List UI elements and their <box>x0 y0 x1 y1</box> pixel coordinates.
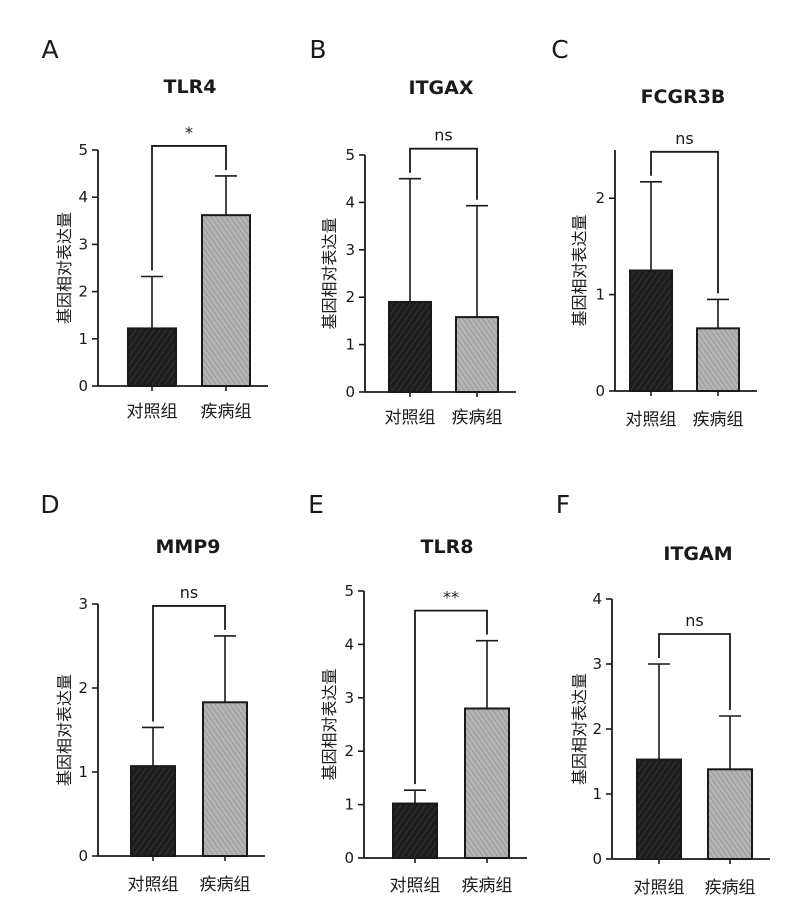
chart-title: ITGAX <box>409 77 474 99</box>
y-tick-label: 4 <box>592 590 602 608</box>
bar-control <box>630 271 672 392</box>
y-tick-label: 0 <box>344 849 354 867</box>
panel-letter: C <box>551 35 568 64</box>
bar-disease <box>456 317 498 392</box>
panel-letter: E <box>308 490 324 519</box>
significance-bracket <box>410 149 477 200</box>
y-tick-label: 2 <box>78 283 88 301</box>
panel-letter: A <box>41 35 58 64</box>
y-tick-label: 5 <box>78 141 88 159</box>
y-tick-label: 1 <box>595 286 605 304</box>
y-tick-label: 2 <box>592 720 602 738</box>
x-tick-label: 疾病组 <box>705 878 756 898</box>
chart-title: FCGR3B <box>641 86 726 108</box>
y-axis-label: 基因相对表达量 <box>320 668 339 780</box>
bar-control <box>131 766 175 856</box>
significance-label: * <box>185 123 193 142</box>
y-axis-label: 基因相对表达量 <box>570 214 589 326</box>
x-tick-label: 疾病组 <box>452 408 503 428</box>
y-tick-label: 2 <box>595 189 605 207</box>
significance-label: ns <box>180 583 198 602</box>
x-tick-label: 疾病组 <box>462 876 513 896</box>
bar-control <box>128 328 176 386</box>
bar-control <box>637 760 681 859</box>
y-tick-label: 1 <box>344 796 354 814</box>
x-tick-label: 对照组 <box>385 408 436 428</box>
x-tick-label: 对照组 <box>127 402 178 422</box>
x-tick-label: 对照组 <box>128 875 179 895</box>
bar-disease <box>203 702 247 856</box>
chart-title: TLR4 <box>164 76 217 98</box>
bar-control <box>389 302 431 392</box>
chart-panel-2: B ITGAX 基因相对表达量对照组疾病组 0 1 2 3 4 5 ns <box>309 35 516 428</box>
y-tick-label: 2 <box>345 288 355 306</box>
y-tick-label: 1 <box>78 330 88 348</box>
chart-panel-1: A TLR4 基因相对表达量对照组 疾病组 0 1 2 3 4 5 * <box>41 35 268 422</box>
y-tick-label: 0 <box>78 377 88 395</box>
chart-panel-3: C FCGR3B 基因相对表达量对照组疾病组 0 1 2 ns <box>551 35 757 430</box>
y-axis-label: 基因相对表达量 <box>320 217 339 329</box>
x-tick-label: 对照组 <box>390 876 441 896</box>
significance-bracket <box>659 634 730 710</box>
significance-label: ns <box>675 129 693 148</box>
y-tick-label: 4 <box>344 635 354 653</box>
y-tick-label: 2 <box>78 679 88 697</box>
y-tick-label: 5 <box>345 146 355 164</box>
y-tick-label: 4 <box>78 188 88 206</box>
bar-disease <box>708 769 752 859</box>
y-tick-label: 0 <box>345 383 355 401</box>
chart-title: ITGAM <box>663 543 732 565</box>
x-tick-label: 疾病组 <box>200 875 251 895</box>
y-tick-label: 0 <box>595 382 605 400</box>
chart-panel-6: F ITGAM 基因相对表达量对照组疾病组 0 1 2 3 4 ns <box>556 490 770 898</box>
significance-label: ns <box>434 126 452 145</box>
y-axis-label: 基因相对表达量 <box>55 674 74 786</box>
panel-letter: B <box>309 35 326 64</box>
y-tick-label: 1 <box>345 336 355 354</box>
chart-panel-4: D MMP9 基因相对表达量对照组 疾病组 0 1 2 3 ns <box>40 490 265 895</box>
y-tick-label: 3 <box>78 235 88 253</box>
y-tick-label: 0 <box>78 847 88 865</box>
significance-label: ** <box>443 588 459 607</box>
x-tick-label: 疾病组 <box>693 410 744 430</box>
bar-disease <box>202 215 250 386</box>
chart-title: MMP9 <box>156 536 221 558</box>
y-tick-label: 1 <box>592 785 602 803</box>
bar-disease <box>465 708 509 858</box>
y-tick-label: 3 <box>344 689 354 707</box>
x-tick-label: 对照组 <box>634 878 685 898</box>
chart-panel-5: E TLR8 基因相对表达量对照组 疾病组 0 1 2 3 4 5 ** <box>308 490 527 896</box>
x-tick-label: 疾病组 <box>201 402 252 422</box>
bar-disease <box>697 328 739 391</box>
chart-title: TLR8 <box>421 536 474 558</box>
y-axis-label: 基因相对表达量 <box>55 212 74 324</box>
bar-control <box>393 804 437 858</box>
significance-label: ns <box>685 611 703 630</box>
x-tick-label: 对照组 <box>626 410 677 430</box>
panel-letter: D <box>40 490 59 519</box>
y-tick-label: 1 <box>78 763 88 781</box>
y-tick-label: 5 <box>344 582 354 600</box>
y-axis-label: 基因相对表达量 <box>570 673 589 785</box>
y-tick-label: 4 <box>345 193 355 211</box>
y-tick-label: 2 <box>344 742 354 760</box>
y-tick-label: 3 <box>592 655 602 673</box>
y-tick-label: 3 <box>345 241 355 259</box>
y-tick-label: 3 <box>78 595 88 613</box>
y-tick-label: 0 <box>592 850 602 868</box>
panel-letter: F <box>556 490 570 519</box>
